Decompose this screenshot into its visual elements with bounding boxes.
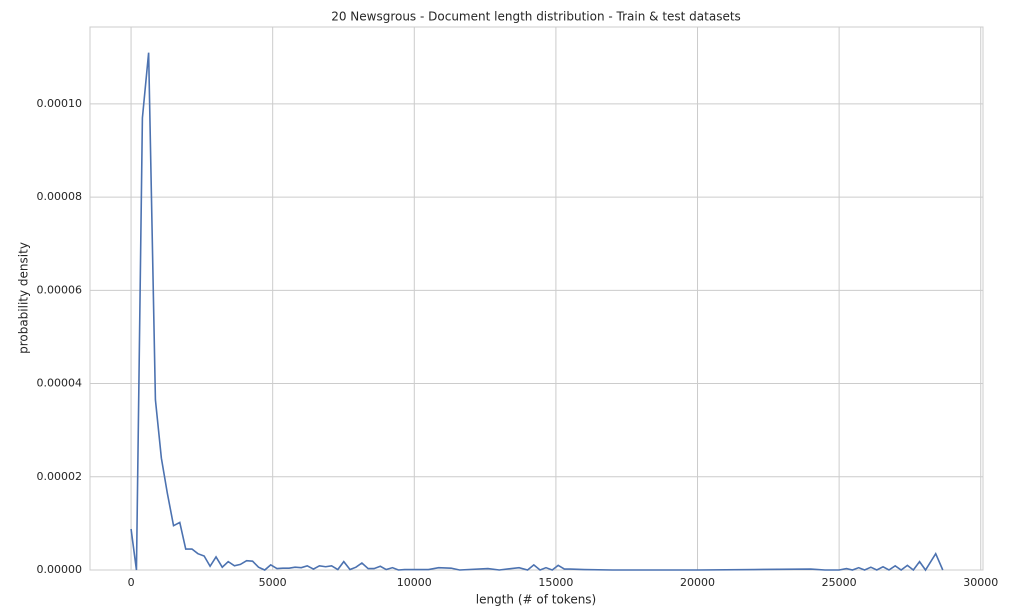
y-tick-label: 0.00000: [37, 563, 83, 576]
density-line: [130, 52, 944, 572]
y-tick-label: 0.00004: [37, 377, 83, 390]
x-tick-label: 0: [128, 576, 135, 589]
x-axis-label: length (# of tokens): [476, 593, 597, 607]
x-tick-label: 15000: [538, 576, 573, 589]
x-tick-label: 10000: [397, 576, 432, 589]
x-tick-label: 5000: [259, 576, 287, 589]
plot-frame: [89, 26, 984, 571]
y-axis-label: probability density: [17, 242, 31, 354]
y-tick-label: 0.00006: [37, 283, 83, 296]
x-tick-label: 20000: [680, 576, 715, 589]
chart-title: 20 Newsgrous - Document length distribut…: [331, 10, 741, 24]
y-tick-label: 0.00010: [37, 97, 83, 110]
y-tick-label: 0.00008: [37, 190, 83, 203]
x-tick-label: 25000: [822, 576, 857, 589]
y-tick-label: 0.00002: [37, 470, 83, 483]
x-tick-label: 30000: [963, 576, 998, 589]
